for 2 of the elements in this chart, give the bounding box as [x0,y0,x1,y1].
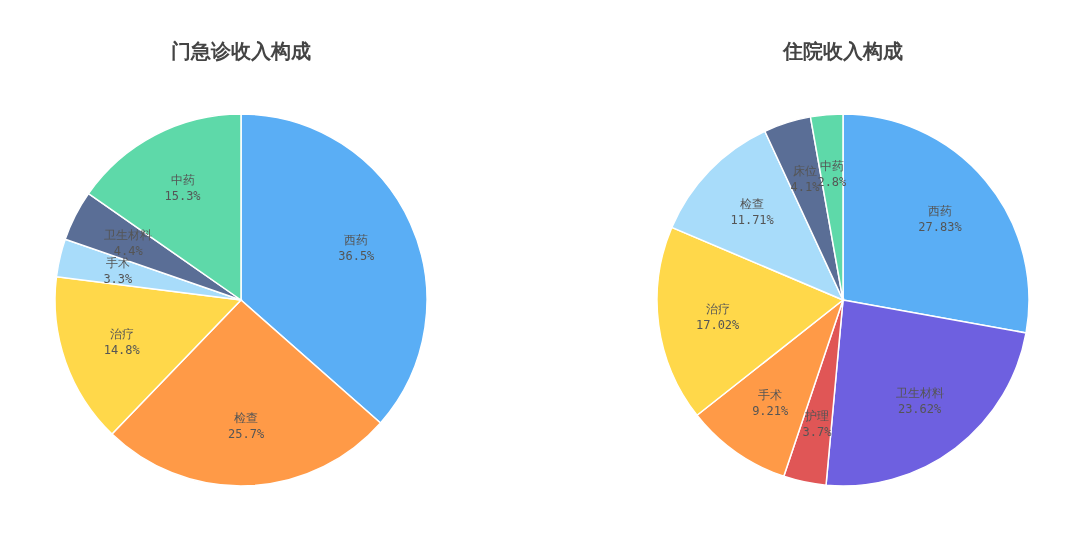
title: 门急诊收入构成 [171,39,311,63]
title: 住院收入构成 [783,39,903,63]
